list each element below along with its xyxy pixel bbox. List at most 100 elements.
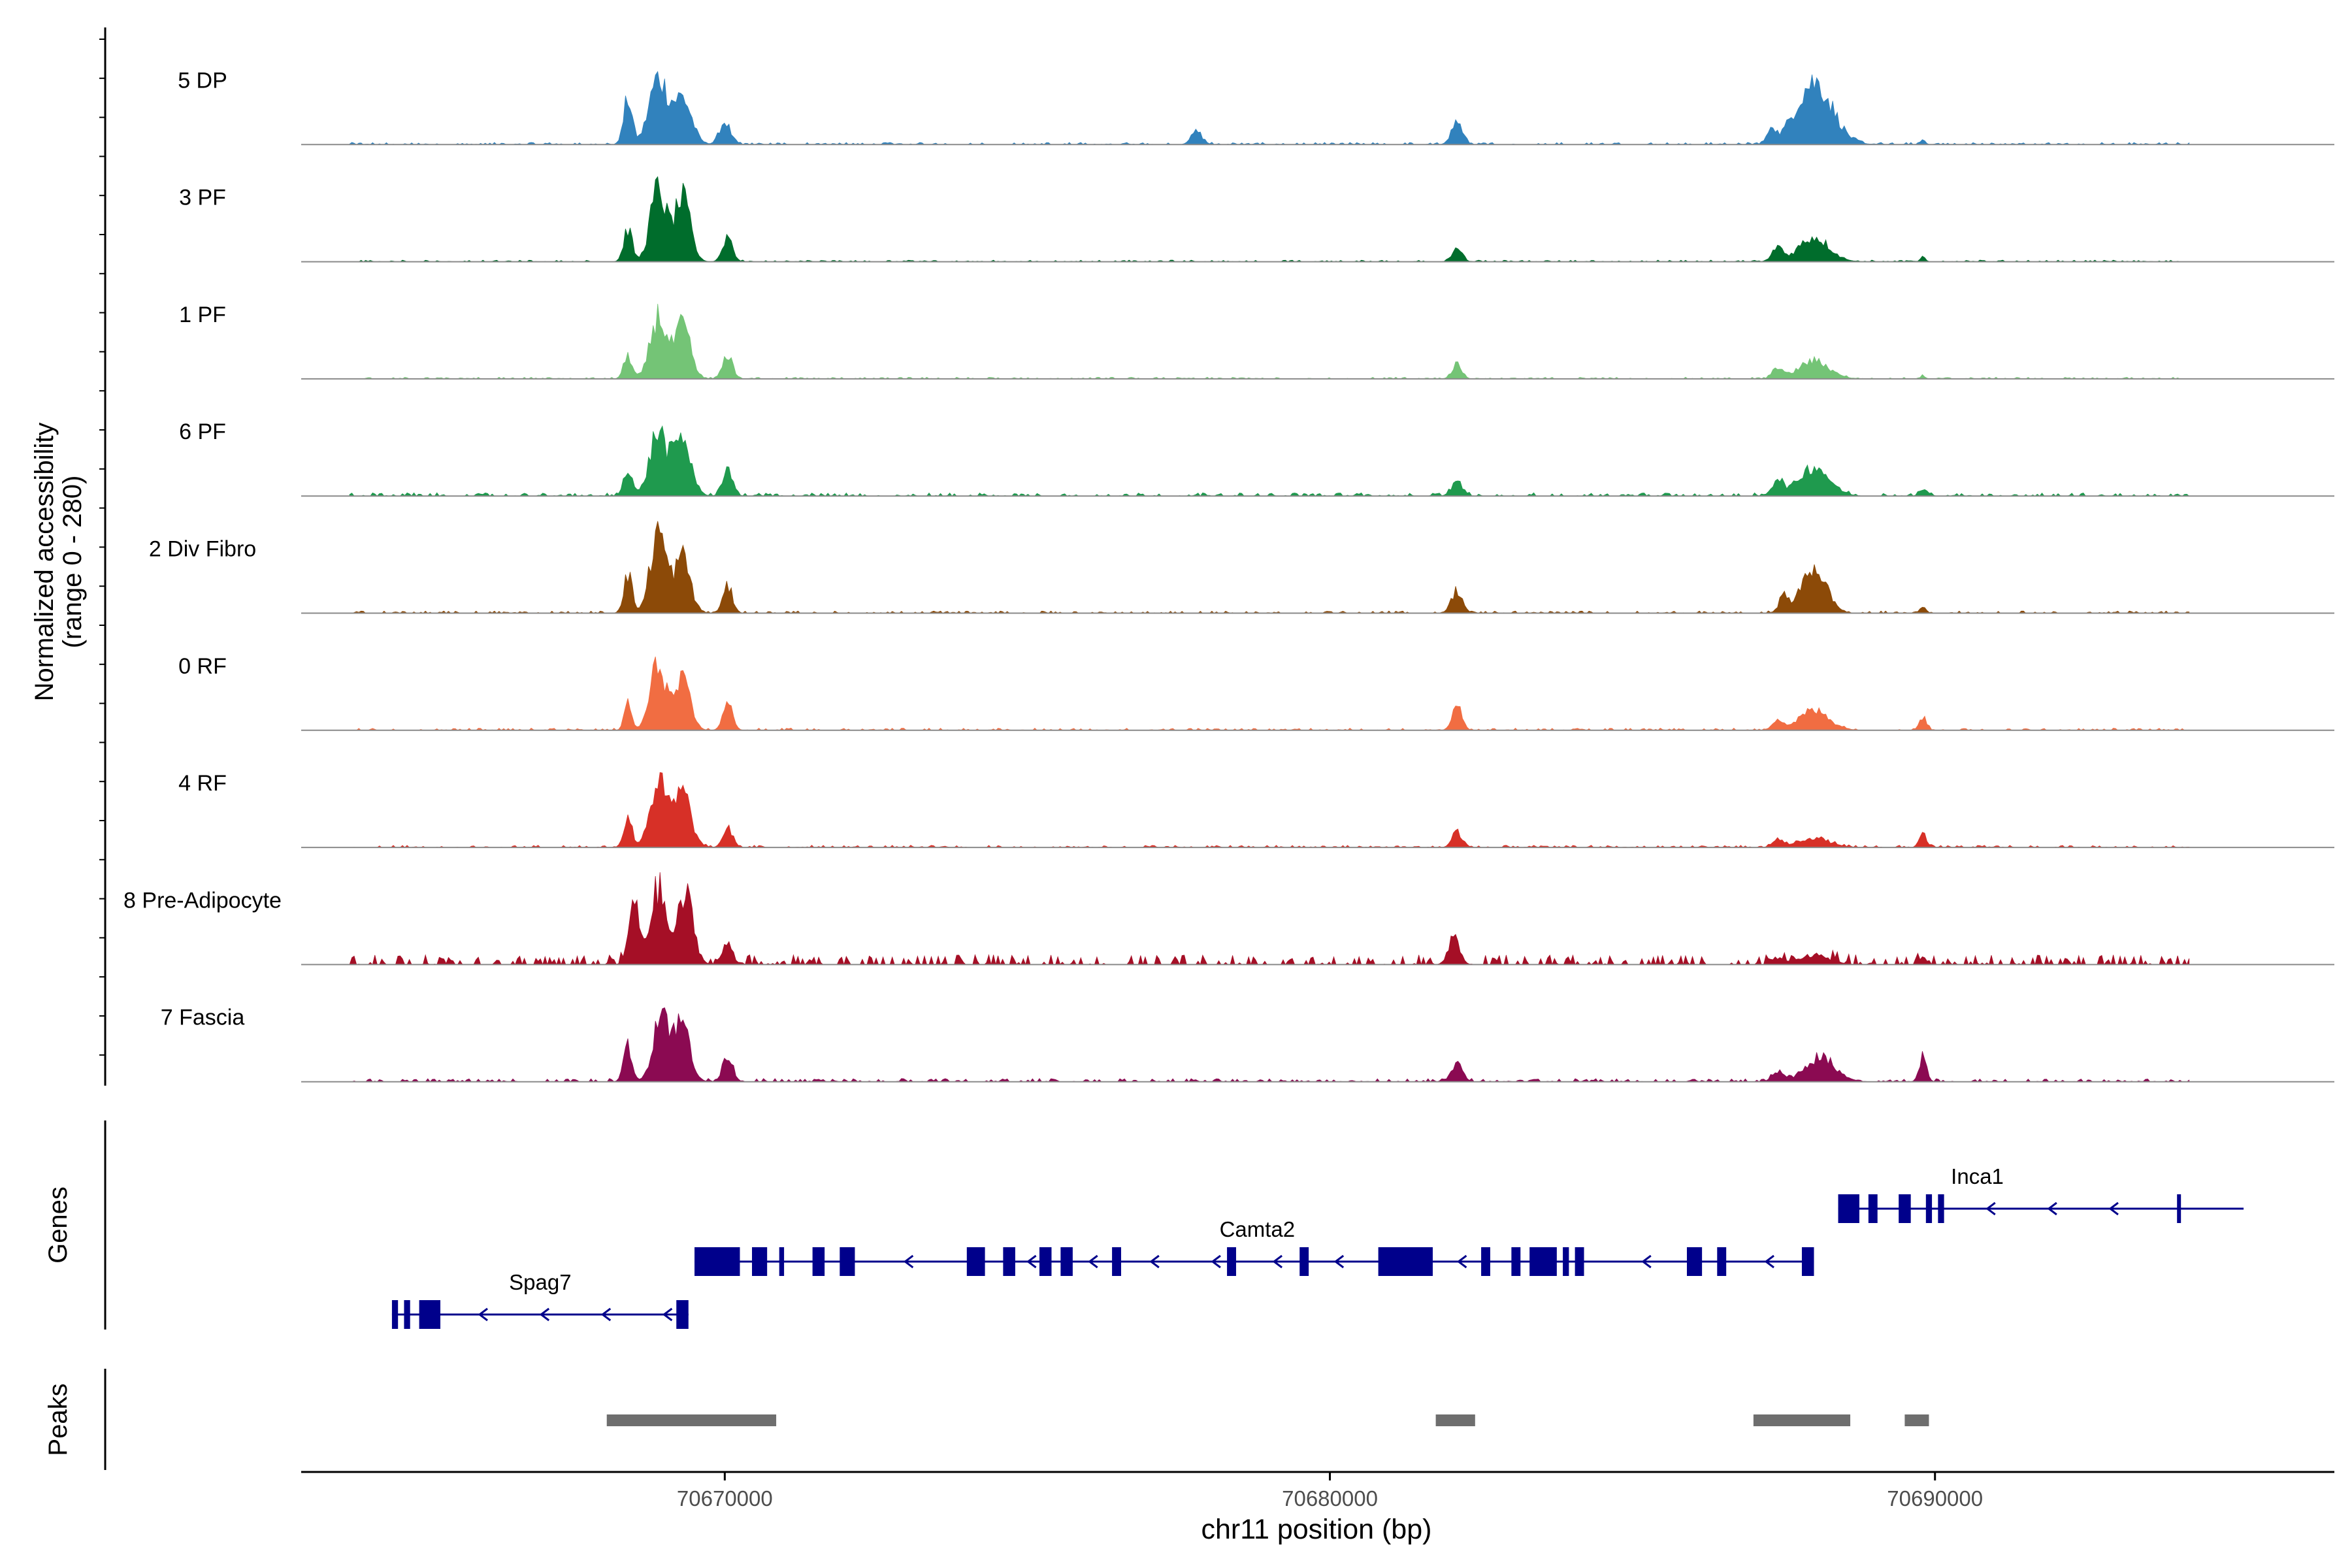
strand-arrow bbox=[478, 1307, 488, 1322]
x-axis-label: chr11 position (bp) bbox=[1201, 1514, 1432, 1545]
track-3-pf: 3 PF bbox=[179, 176, 2334, 263]
gene-exon bbox=[1227, 1247, 1236, 1276]
gene-exon bbox=[1899, 1194, 1911, 1223]
peaks-panel-label: Peaks bbox=[44, 1383, 73, 1456]
track-label: 8 Pre-Adipocyte bbox=[123, 888, 282, 913]
track-label: 1 PF bbox=[179, 302, 226, 327]
track-0-rf: 0 RF bbox=[178, 654, 2334, 731]
gene-exon bbox=[1378, 1247, 1433, 1276]
accessibility-tracks: 5 DP 3 PF 1 PF 6 PF 2 Div Fibro 0 RF 4 RF 8 Pre… bbox=[123, 68, 2334, 1083]
track-5-dp: 5 DP bbox=[178, 68, 2334, 146]
strand-arrow bbox=[1272, 1254, 1282, 1269]
gene-spag7: Spag7 bbox=[391, 1270, 689, 1329]
gene-exon bbox=[694, 1247, 740, 1276]
coverage-area bbox=[350, 1007, 2190, 1083]
strand-arrow bbox=[1456, 1254, 1467, 1269]
track-6-pf: 6 PF bbox=[179, 419, 2334, 497]
strand-arrow bbox=[1088, 1254, 1098, 1269]
track-label: 3 PF bbox=[179, 186, 226, 210]
x-tick-label: 70690000 bbox=[1887, 1486, 1983, 1511]
gene-exon bbox=[676, 1300, 689, 1329]
coverage-area bbox=[349, 872, 2190, 966]
track-1-pf: 1 PF bbox=[179, 302, 2334, 380]
peaks-panel bbox=[606, 1414, 1929, 1426]
gene-exon bbox=[1003, 1247, 1015, 1276]
gene-exon bbox=[404, 1300, 410, 1329]
gene-exon bbox=[1039, 1247, 1052, 1276]
x-axis: 70670000 70680000 70690000 bbox=[301, 1471, 2334, 1511]
coverage-area bbox=[349, 71, 2190, 145]
gene-exon bbox=[1299, 1247, 1309, 1276]
track-label: 7 Fascia bbox=[161, 1005, 245, 1030]
track-label: 0 RF bbox=[178, 654, 227, 679]
gene-exon bbox=[779, 1247, 785, 1276]
strand-arrow bbox=[1985, 1201, 1996, 1216]
track-label: 4 RF bbox=[178, 771, 227, 796]
gene-exon bbox=[812, 1247, 825, 1276]
genes-panel-label: Genes bbox=[44, 1186, 73, 1264]
accessibility-y-axis bbox=[99, 27, 106, 1086]
y-axis-label: Normalized accessibility bbox=[30, 423, 59, 702]
gene-exon bbox=[1801, 1247, 1814, 1276]
coverage-area bbox=[350, 304, 2189, 380]
gene-inca1: Inca1 bbox=[1838, 1164, 2244, 1223]
gene-exon bbox=[1563, 1247, 1569, 1276]
x-tick-label: 70680000 bbox=[1282, 1486, 1378, 1511]
gene-camta2: Camta2 bbox=[694, 1217, 1814, 1276]
x-tick-label: 70670000 bbox=[677, 1486, 773, 1511]
track-label: 6 PF bbox=[179, 419, 226, 444]
gene-label: Camta2 bbox=[1220, 1217, 1296, 1241]
y-axis-range-label: (range 0 - 280) bbox=[58, 476, 87, 649]
gene-exon bbox=[1112, 1247, 1121, 1276]
peak-region bbox=[1753, 1414, 1851, 1426]
coverage-area bbox=[350, 521, 2190, 614]
gene-exon bbox=[1938, 1194, 1944, 1223]
peak-region bbox=[1435, 1414, 1475, 1426]
gene-label: Inca1 bbox=[1951, 1164, 2004, 1188]
gene-exon bbox=[419, 1300, 441, 1329]
track-7-fascia: 7 Fascia bbox=[161, 1005, 2334, 1083]
gene-exon bbox=[1717, 1247, 1727, 1276]
coverage-area bbox=[349, 656, 2190, 731]
gene-exon bbox=[1511, 1247, 1521, 1276]
peak-region bbox=[606, 1414, 777, 1426]
gene-exon bbox=[1060, 1247, 1073, 1276]
gene-exon bbox=[1686, 1247, 1703, 1276]
gene-exon bbox=[1481, 1247, 1490, 1276]
gene-label: Spag7 bbox=[509, 1270, 571, 1294]
track-8-pre-adipocyte: 8 Pre-Adipocyte bbox=[123, 872, 2334, 966]
strand-arrow bbox=[2108, 1201, 2119, 1216]
track-label: 5 DP bbox=[178, 68, 227, 93]
strand-arrow bbox=[1026, 1254, 1037, 1269]
strand-arrow bbox=[2047, 1201, 2057, 1216]
gene-exon bbox=[966, 1247, 985, 1276]
gene-exon bbox=[1868, 1194, 1878, 1223]
strand-arrow bbox=[1333, 1254, 1345, 1269]
track-2-div-fibro: 2 Div Fibro bbox=[149, 521, 2334, 614]
strand-arrow bbox=[1149, 1254, 1160, 1269]
strand-arrow bbox=[600, 1307, 612, 1322]
gene-exon bbox=[752, 1247, 768, 1276]
strand-arrow bbox=[539, 1307, 550, 1322]
coverage-area bbox=[350, 772, 2190, 848]
track-4-rf: 4 RF bbox=[178, 771, 2334, 849]
gene-exon bbox=[1838, 1194, 1859, 1223]
strand-arrow bbox=[1641, 1254, 1652, 1269]
gene-exon bbox=[2177, 1194, 2181, 1223]
gene-exon bbox=[1529, 1247, 1557, 1276]
strand-arrow bbox=[903, 1254, 914, 1269]
coverage-area bbox=[349, 425, 2190, 497]
strand-arrow bbox=[662, 1307, 673, 1322]
gene-exon bbox=[840, 1247, 855, 1276]
gene-exon bbox=[391, 1300, 399, 1329]
coverage-area bbox=[350, 176, 2189, 263]
genes-panel: Spag7 Camta2 Inca1 bbox=[391, 1164, 2244, 1329]
peak-region bbox=[1904, 1414, 1929, 1426]
strand-arrow bbox=[1211, 1254, 1221, 1269]
gene-exon bbox=[1925, 1194, 1933, 1223]
track-label: 2 Div Fibro bbox=[149, 537, 256, 562]
strand-arrow bbox=[1764, 1254, 1774, 1269]
gene-exon bbox=[1575, 1247, 1584, 1276]
